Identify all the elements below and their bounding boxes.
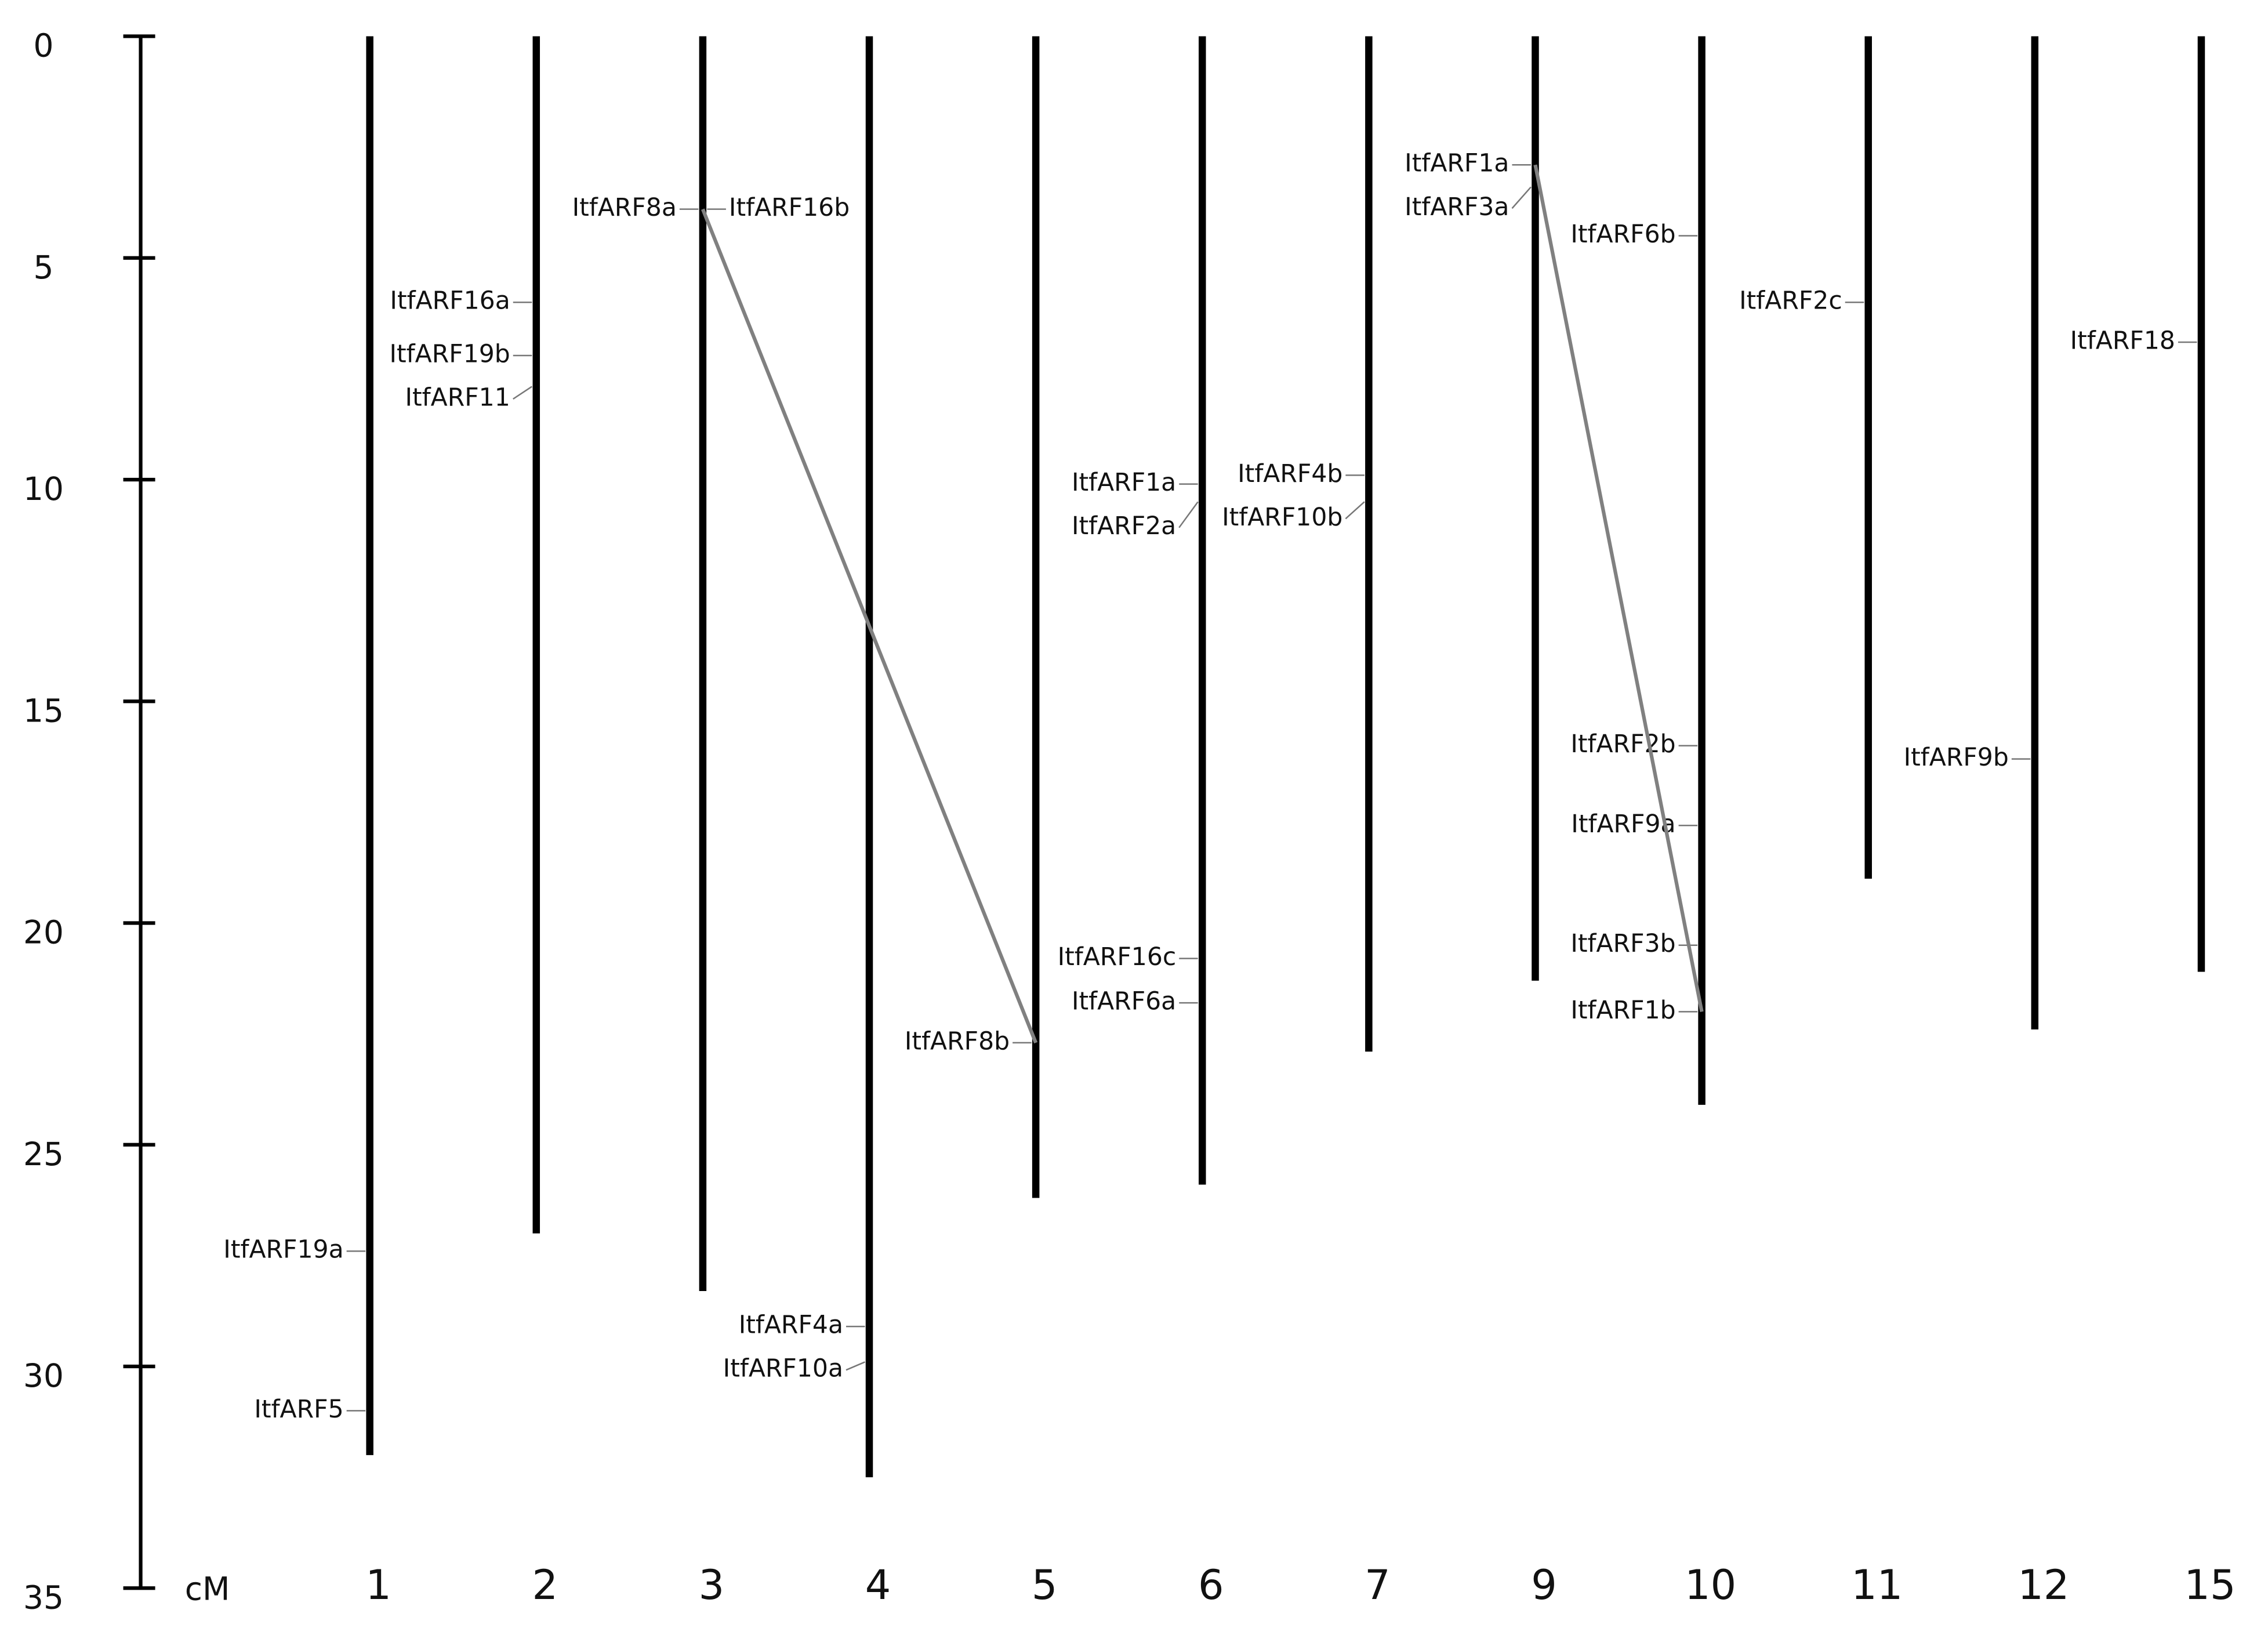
gene-marker [513, 386, 532, 400]
gene-marker [1345, 501, 1365, 520]
chromosome-label: 3 [699, 1561, 725, 1609]
chromosome [699, 36, 707, 1292]
gene-label: ItfARF3b [1570, 930, 1675, 958]
gene-label: ItfARF16b [729, 194, 850, 222]
chromosome-label: 9 [1531, 1561, 1557, 1609]
chromosome [2197, 36, 2205, 972]
gene-label: ItfARF2a [1072, 512, 1176, 541]
chromosome [865, 36, 873, 1478]
y-tick-label: 25 [23, 1136, 64, 1173]
chromosome-label: 6 [1198, 1561, 1224, 1609]
gene-label: ItfARF6a [1072, 988, 1176, 1016]
chromosome-label: 2 [532, 1561, 558, 1609]
gene-label: ItfARF5 [254, 1395, 343, 1424]
gene-label: ItfARF10b [1222, 503, 1342, 532]
gene-marker [1511, 186, 1532, 209]
gene-label: ItfARF9a [1571, 810, 1675, 839]
gene-label: ItfARF9b [1904, 744, 2009, 772]
chromosome [1199, 36, 1206, 1185]
chromosome-label: 10 [1685, 1561, 1736, 1609]
gene-label: ItfARF1a [1405, 150, 1509, 178]
gene-label: ItfARF16a [390, 287, 510, 316]
chromosome-label: 12 [2017, 1561, 2069, 1609]
y-tick-label: 35 [23, 1579, 64, 1616]
gene-marker [1178, 501, 1199, 528]
chromosome [532, 36, 540, 1234]
chromosome-label: 7 [1365, 1561, 1391, 1609]
gene-label: ItfARF2c [1739, 287, 1842, 316]
y-axis-label: cM [185, 1570, 230, 1607]
chromosome-label: 1 [365, 1561, 391, 1609]
y-tick-label: 15 [23, 692, 64, 729]
chromosome-label: 11 [1851, 1561, 1903, 1609]
chromosome-label: 4 [865, 1561, 891, 1609]
chromosome [366, 36, 373, 1455]
gene-label: ItfARF1a [1072, 469, 1176, 497]
chromosome-label: 5 [1032, 1561, 1058, 1609]
gene-label: ItfARF8b [905, 1027, 1010, 1056]
y-tick-label: 10 [23, 470, 64, 507]
gene-label: ItfARF18 [2070, 327, 2175, 356]
gene-label: ItfARF11 [405, 383, 510, 412]
gene-label: ItfARF1b [1570, 996, 1675, 1025]
gene-label: ItfARF2b [1570, 730, 1675, 759]
duplication-link [1533, 164, 1704, 1012]
gene-label: ItfARF19a [223, 1236, 343, 1264]
duplication-link [701, 208, 1038, 1044]
gene-label: ItfARF10a [723, 1355, 843, 1383]
chromosome [1365, 36, 1373, 1052]
y-tick-label: 5 [34, 249, 54, 286]
gene-label: ItfARF4b [1238, 460, 1342, 488]
gene-label: ItfARF6b [1570, 220, 1675, 249]
chromosome [1032, 36, 1040, 1198]
y-tick-label: 0 [34, 27, 54, 64]
chromosome [2031, 36, 2039, 1029]
gene-label: ItfARF19b [389, 340, 510, 368]
gene-label: ItfARF8a [572, 194, 677, 222]
chromosome [1698, 36, 1705, 1105]
gene-marker [845, 1361, 866, 1371]
chromosome-label: 15 [2184, 1561, 2236, 1609]
gene-label: ItfARF4a [739, 1311, 843, 1340]
chromosome [1864, 36, 1872, 879]
gene-label: ItfARF3a [1405, 193, 1509, 222]
y-tick-label: 30 [23, 1357, 64, 1394]
gene-label: ItfARF16c [1058, 943, 1177, 971]
y-tick-label: 20 [23, 914, 64, 951]
chromosome [1532, 36, 1539, 981]
